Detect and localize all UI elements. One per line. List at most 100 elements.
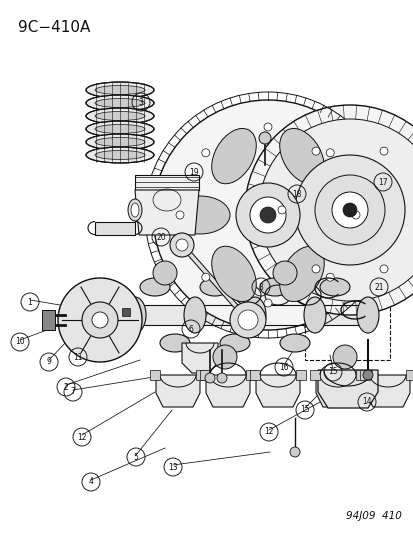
Circle shape [259, 132, 271, 144]
Circle shape [294, 155, 404, 265]
Circle shape [311, 147, 319, 155]
Polygon shape [195, 370, 206, 380]
Circle shape [204, 373, 214, 383]
Text: 15: 15 [328, 367, 337, 376]
Polygon shape [315, 375, 359, 407]
Ellipse shape [124, 297, 146, 333]
Ellipse shape [170, 196, 230, 234]
Text: 16: 16 [278, 362, 288, 372]
Ellipse shape [95, 85, 145, 94]
Ellipse shape [303, 297, 325, 333]
Circle shape [201, 149, 209, 157]
Circle shape [263, 123, 271, 131]
Circle shape [237, 310, 257, 330]
Circle shape [277, 206, 285, 214]
Ellipse shape [86, 147, 154, 163]
Ellipse shape [279, 128, 323, 184]
Ellipse shape [199, 278, 230, 296]
Text: 9C−410A: 9C−410A [18, 20, 90, 35]
Text: 17: 17 [377, 177, 387, 187]
Text: 5: 5 [133, 453, 138, 462]
Polygon shape [317, 370, 377, 408]
Ellipse shape [86, 121, 154, 137]
Polygon shape [405, 370, 413, 380]
Text: 15: 15 [299, 406, 309, 415]
Circle shape [342, 203, 356, 217]
Polygon shape [135, 175, 199, 190]
Polygon shape [309, 370, 319, 380]
Text: 12: 12 [77, 432, 87, 441]
Circle shape [379, 147, 387, 155]
Circle shape [176, 211, 183, 219]
Text: 8: 8 [258, 282, 263, 292]
Circle shape [82, 302, 118, 338]
Polygon shape [182, 343, 218, 373]
Circle shape [351, 211, 359, 219]
Text: 94J09  410: 94J09 410 [345, 511, 401, 521]
Circle shape [212, 345, 236, 369]
Ellipse shape [95, 138, 145, 147]
Polygon shape [199, 370, 209, 380]
Ellipse shape [356, 297, 378, 333]
Circle shape [249, 197, 285, 233]
Circle shape [153, 100, 382, 330]
Text: 3: 3 [138, 98, 143, 107]
Ellipse shape [243, 297, 266, 333]
Polygon shape [122, 308, 130, 316]
Ellipse shape [95, 125, 145, 133]
Circle shape [325, 273, 333, 281]
Ellipse shape [131, 203, 139, 217]
Circle shape [230, 302, 266, 338]
Circle shape [325, 149, 333, 157]
Polygon shape [206, 375, 249, 407]
Polygon shape [245, 370, 255, 380]
Ellipse shape [140, 278, 170, 296]
Text: 1: 1 [28, 297, 32, 306]
Circle shape [289, 447, 299, 457]
Text: 21: 21 [373, 282, 383, 292]
Ellipse shape [86, 108, 154, 124]
Polygon shape [135, 190, 199, 235]
Text: 14: 14 [361, 398, 371, 407]
Circle shape [235, 183, 299, 247]
Polygon shape [249, 370, 259, 380]
Polygon shape [295, 370, 305, 380]
Ellipse shape [305, 196, 365, 234]
Ellipse shape [128, 199, 142, 221]
Circle shape [176, 239, 188, 251]
Circle shape [331, 192, 367, 228]
Polygon shape [150, 370, 159, 380]
Ellipse shape [95, 111, 145, 120]
Circle shape [58, 278, 142, 362]
Ellipse shape [86, 82, 154, 98]
Text: 10: 10 [15, 337, 25, 346]
Ellipse shape [259, 278, 289, 296]
Circle shape [201, 273, 209, 281]
Polygon shape [95, 222, 135, 235]
Circle shape [92, 312, 108, 328]
Ellipse shape [211, 246, 256, 302]
Text: 7: 7 [70, 387, 75, 397]
Polygon shape [355, 370, 365, 380]
Text: 12: 12 [263, 427, 273, 437]
Text: 19: 19 [189, 167, 198, 176]
Circle shape [170, 233, 194, 257]
Text: 18: 18 [292, 190, 301, 198]
Circle shape [244, 105, 413, 315]
Text: 2: 2 [64, 383, 68, 392]
Text: 13: 13 [168, 463, 177, 472]
Text: 20: 20 [156, 232, 166, 241]
Ellipse shape [211, 128, 256, 184]
Polygon shape [255, 375, 299, 407]
Ellipse shape [86, 134, 154, 150]
Circle shape [216, 373, 226, 383]
Circle shape [259, 119, 413, 301]
Text: 6: 6 [188, 325, 193, 334]
Ellipse shape [95, 99, 145, 108]
Ellipse shape [279, 246, 323, 302]
Polygon shape [359, 370, 369, 380]
Polygon shape [156, 375, 199, 407]
Circle shape [362, 370, 372, 380]
Ellipse shape [219, 334, 249, 352]
Polygon shape [42, 310, 55, 330]
